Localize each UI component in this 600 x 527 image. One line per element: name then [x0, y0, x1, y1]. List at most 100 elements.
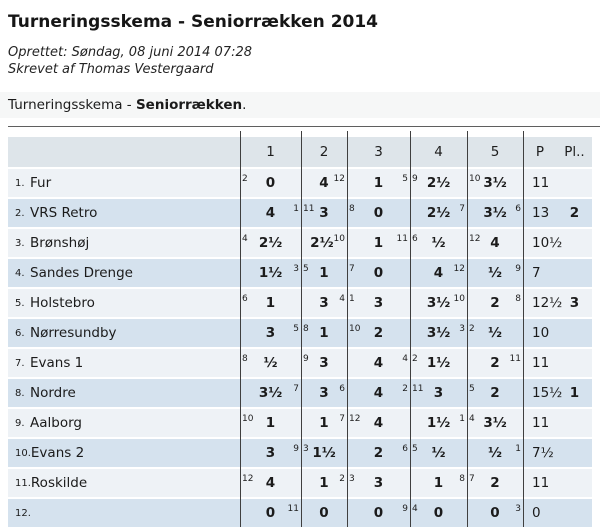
score: 2: [373, 445, 384, 461]
opponent-post: 12: [453, 264, 465, 274]
opponent-pre: 5: [412, 444, 418, 454]
row-number: 8.: [15, 387, 25, 399]
created-line: Oprettet: Søndag, 08 juni 2014 07:28: [8, 45, 252, 60]
opponent-post: 3: [459, 324, 465, 334]
team-cell: 10. Evans 2: [8, 445, 240, 461]
round-cell: 10 2: [347, 319, 410, 347]
section-heading: Turneringsskema - Seniorrækken.: [0, 92, 600, 118]
points: 11: [532, 415, 550, 431]
score: ½: [431, 445, 446, 461]
points: 7½: [532, 445, 554, 461]
score: 3: [319, 205, 329, 221]
score: ½: [263, 355, 278, 371]
opponent-pre: 10: [469, 174, 481, 184]
row-number: 2.: [15, 207, 25, 219]
team-cell: 6. Nørresundby: [8, 325, 240, 341]
header-round-3: 3: [374, 144, 383, 160]
score: 3: [319, 295, 329, 311]
points: 12½: [532, 295, 563, 311]
opponent-post: 1: [293, 204, 299, 214]
team-cell: 12.: [8, 508, 240, 519]
round-cell: 9 2½: [410, 169, 467, 197]
score: 4: [265, 475, 276, 491]
opponent-pre: 2: [242, 174, 248, 184]
score: 2½: [310, 235, 334, 251]
round-cell: 2 11: [467, 349, 523, 377]
team-name: Brønshøj: [30, 235, 90, 251]
score: 3½: [483, 415, 507, 431]
header-points: P: [535, 144, 545, 160]
opponent-post: 9: [515, 264, 521, 274]
points: 11: [532, 355, 550, 371]
round-cell: 3½ 7: [240, 379, 301, 407]
team-cell: 5. Holstebro: [8, 295, 240, 311]
opponent-post: 6: [515, 204, 521, 214]
score: 4: [433, 265, 444, 281]
score: 1: [373, 235, 384, 251]
column-line: [467, 131, 468, 527]
score: 1: [265, 415, 276, 431]
score: ½: [488, 325, 502, 341]
points: 15½: [532, 385, 563, 401]
opponent-post: 1: [515, 444, 521, 454]
row-number: 1.: [15, 177, 25, 189]
opponent-pre: 6: [412, 234, 418, 244]
opponent-post: 2: [402, 384, 408, 394]
opponent-pre: 2: [469, 324, 475, 334]
opponent-pre: 4: [469, 414, 475, 424]
opponent-pre: 4: [242, 234, 248, 244]
team-cell: 9. Aalborg: [8, 415, 240, 431]
section-heading-bold: Seniorrækken: [135, 97, 243, 113]
score: 1: [373, 175, 384, 191]
row-number: 12.: [15, 507, 31, 519]
column-line: [410, 131, 411, 527]
round-cell: 2½ 7: [410, 199, 467, 227]
points: 11: [532, 175, 550, 191]
opponent-pre: 5: [469, 384, 475, 394]
score: 1: [319, 325, 329, 341]
score: ½: [431, 235, 446, 251]
row-number: 9.: [15, 417, 25, 429]
row-number: 7.: [15, 357, 25, 369]
opponent-pre: 8: [303, 324, 309, 334]
column-line: [240, 131, 241, 527]
column-line: [301, 131, 302, 527]
score: 2: [490, 475, 500, 491]
score: 1: [319, 475, 329, 491]
opponent-post: 3: [515, 504, 521, 514]
team-name: Fur: [30, 175, 52, 191]
score: 0: [433, 505, 444, 521]
team-cell: 8. Nordre: [8, 385, 240, 401]
score: 0: [319, 505, 329, 521]
opponent-pre: 7: [349, 264, 355, 274]
team-name: VRS Retro: [30, 205, 98, 221]
opponent-post: 5: [402, 174, 408, 184]
score: 1: [265, 295, 276, 311]
score: 4: [373, 415, 384, 431]
points: 0: [532, 505, 541, 521]
score: 4: [319, 175, 329, 191]
round-cell: 12 4: [347, 409, 410, 437]
score: 3½: [258, 385, 283, 401]
team-name: Nordre: [30, 385, 76, 401]
round-cell: 1½ 3: [240, 259, 301, 287]
divider-line: [8, 126, 600, 127]
score: 2½: [258, 235, 283, 251]
score: 2½: [426, 175, 451, 191]
team-cell: 2. VRS Retro: [8, 205, 240, 221]
